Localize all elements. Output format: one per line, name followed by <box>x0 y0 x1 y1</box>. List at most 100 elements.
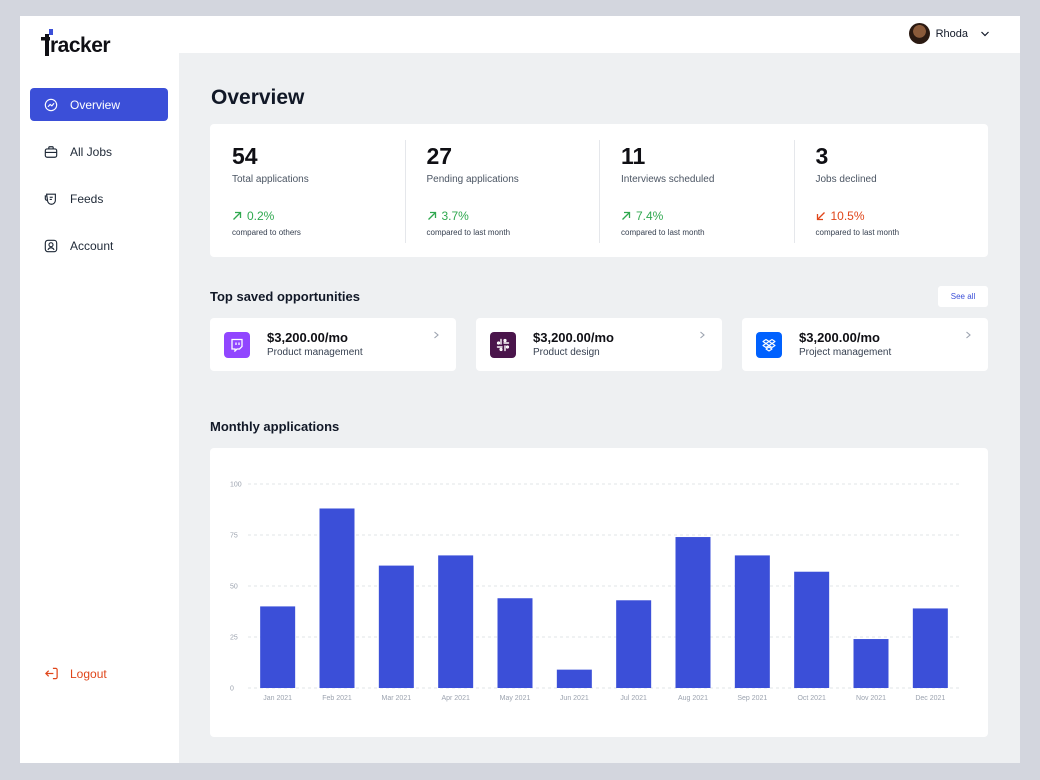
sidebar: racker Overview All Jobs <box>20 16 179 763</box>
x-tick-label: Nov 2021 <box>856 695 886 702</box>
sidebar-nav: Overview All Jobs Feeds <box>30 88 168 276</box>
stat-change: 7.4% <box>621 209 794 223</box>
chart-title: Monthly applications <box>210 419 340 434</box>
bar[interactable] <box>853 639 889 688</box>
feeds-icon <box>44 193 56 205</box>
logout-label: Logout <box>70 666 107 681</box>
see-all-button[interactable]: See all <box>938 286 988 307</box>
bar[interactable] <box>497 598 533 688</box>
bar[interactable] <box>556 669 592 688</box>
bar[interactable] <box>616 600 652 688</box>
stat-subtext: compared to last month <box>426 228 511 237</box>
sidebar-item-all-jobs[interactable]: All Jobs <box>30 135 168 168</box>
stat-label: Interviews scheduled <box>621 174 715 185</box>
x-tick-label: Aug 2021 <box>678 695 708 702</box>
user-menu[interactable]: Rhoda <box>908 23 990 44</box>
opportunity-card[interactable]: $3,200.00/mo Product management <box>210 318 456 371</box>
stat-change: 0.2% <box>232 209 405 223</box>
stat-value: 27 <box>426 143 453 169</box>
chevron-right-icon <box>966 331 971 339</box>
opportunity-salary: $3,200.00/mo <box>533 330 614 345</box>
monthly-applications-chart: 0 25 50 75 100 Jan 2021 Feb 2021 Mar 2021 Apr 20… <box>210 448 988 737</box>
app-window: racker Overview All Jobs <box>20 16 1020 763</box>
stat-value: 3 <box>815 143 829 169</box>
chevron-down-icon <box>981 31 989 36</box>
stat-value: 54 <box>232 143 258 169</box>
opportunities-list: $3,200.00/mo Product management $3,200.0… <box>210 318 988 371</box>
sidebar-item-label: All Jobs <box>70 144 113 159</box>
opportunity-card[interactable]: $3,200.00/mo Product design <box>476 318 722 371</box>
stat-change: 3.7% <box>427 209 600 223</box>
bar[interactable] <box>734 555 770 688</box>
opportunity-role: Product design <box>533 347 600 358</box>
logo-text: racker <box>50 34 111 57</box>
sidebar-item-label: Feeds <box>70 191 104 206</box>
stat-total-applications: 54 Total applications 0.2% compared to o… <box>210 124 405 257</box>
twitch-icon <box>231 338 243 352</box>
sidebar-item-label: Account <box>70 238 114 253</box>
stat-label: Jobs declined <box>815 174 877 185</box>
stat-change: 10.5% <box>816 209 989 223</box>
stat-interviews-scheduled: 11 Interviews scheduled 7.4% compared to… <box>599 124 794 257</box>
stat-pending-applications: 27 Pending applications 3.7% compared to… <box>404 124 600 257</box>
slack-icon <box>496 338 510 352</box>
stat-subtext: compared to last month <box>815 228 900 237</box>
user-icon <box>44 239 58 252</box>
x-tick-label: Mar 2021 <box>382 695 412 702</box>
x-tick-label: Oct 2021 <box>797 695 826 702</box>
stat-jobs-declined: 3 Jobs declined 10.5% compared to last m… <box>793 124 989 257</box>
opportunity-role: Project management <box>799 347 892 358</box>
stat-label: Pending applications <box>426 174 519 185</box>
stat-label: Total applications <box>232 174 309 185</box>
arrow-up-right-icon <box>622 211 631 220</box>
dropbox-icon <box>762 338 776 352</box>
page-title: Overview <box>211 86 305 109</box>
bar[interactable] <box>260 606 296 688</box>
y-tick-label: 50 <box>230 584 238 591</box>
arrow-down-left-icon <box>816 212 825 221</box>
opportunity-salary: $3,200.00/mo <box>267 330 348 345</box>
opportunity-salary: $3,200.00/mo <box>799 330 880 345</box>
dropbox-logo <box>756 332 782 358</box>
user-name: Rhoda <box>935 27 968 40</box>
stat-value: 11 <box>621 143 646 169</box>
sidebar-item-feeds[interactable]: Feeds <box>30 182 168 215</box>
opportunities-title: Top saved opportunities <box>210 289 360 304</box>
briefcase-icon <box>44 145 58 158</box>
main-content: Overview 54 Total applications 0.2% comp… <box>179 53 1020 763</box>
slack-logo <box>490 332 516 358</box>
sidebar-item-label: Overview <box>70 97 121 112</box>
x-tick-label: May 2021 <box>500 695 531 702</box>
stat-subtext: compared to last month <box>621 228 705 237</box>
bar-chart: 0 25 50 75 100 Jan 2021 Feb 2021 Mar 2021 Apr 20… <box>230 482 960 702</box>
chevron-right-icon <box>434 331 439 339</box>
chart-line-icon <box>44 98 58 111</box>
x-tick-label: Sep 2021 <box>737 695 767 702</box>
opportunity-role: Product management <box>267 347 363 358</box>
sidebar-item-account[interactable]: Account <box>30 229 168 262</box>
stats-card: 54 Total applications 0.2% compared to o… <box>210 124 988 257</box>
x-tick-label: Jan 2021 <box>263 695 292 702</box>
x-tick-label: Jul 2021 <box>620 695 647 702</box>
bar[interactable] <box>319 508 355 688</box>
y-tick-label: 0 <box>230 686 234 693</box>
sidebar-item-overview[interactable]: Overview <box>30 88 168 121</box>
avatar <box>908 23 930 44</box>
logo-mark-icon <box>41 29 53 56</box>
bar[interactable] <box>378 565 414 688</box>
opportunity-card[interactable]: $3,200.00/mo Project management <box>742 318 988 371</box>
bar[interactable] <box>675 537 711 688</box>
x-tick-label: Feb 2021 <box>322 695 352 702</box>
bar[interactable] <box>912 608 948 688</box>
chevron-right-icon <box>700 331 705 339</box>
logout-icon <box>45 667 58 680</box>
bar[interactable] <box>794 571 830 688</box>
logout-button[interactable]: Logout <box>44 666 107 681</box>
top-bar: Rhoda <box>179 16 1020 53</box>
x-tick-label: Apr 2021 <box>441 695 470 702</box>
twitch-logo <box>224 332 250 358</box>
x-tick-label: Jun 2021 <box>560 695 589 702</box>
bar[interactable] <box>438 555 474 688</box>
x-tick-label: Dec 2021 <box>915 695 945 702</box>
stat-subtext: compared to others <box>232 228 301 237</box>
